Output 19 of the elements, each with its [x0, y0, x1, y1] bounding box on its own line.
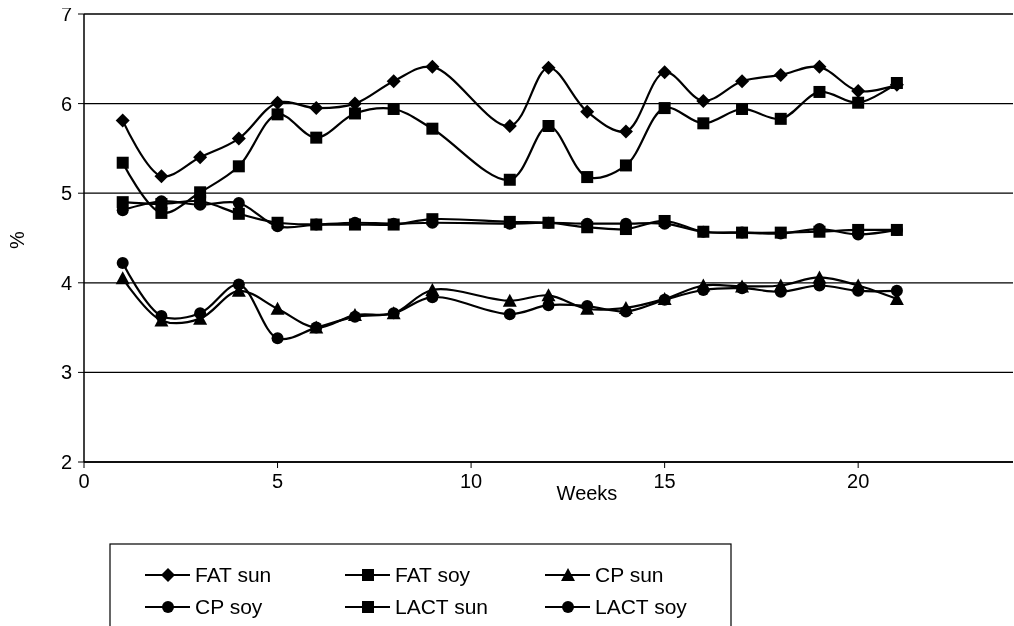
legend-label: LACT sun: [395, 595, 488, 619]
legend-label: FAT soy: [395, 563, 471, 587]
y-tick-label: 4: [60, 271, 72, 294]
y-tick-label: 3: [60, 361, 72, 384]
y-tick-label: 6: [60, 92, 72, 115]
x-tick-label: 5: [271, 470, 284, 492]
y-tick-label: 5: [60, 182, 72, 205]
x-tick-label: 0: [78, 470, 90, 492]
y-tick-label: 7: [60, 3, 72, 25]
legend-label: CP sun: [595, 563, 664, 587]
y-axis-title: %: [6, 230, 28, 249]
legend-label: FAT sun: [195, 563, 272, 587]
y-tick-label: 2: [60, 451, 72, 473]
x-tick-label: 10: [459, 470, 483, 492]
x-axis-title: Weeks: [556, 482, 618, 504]
x-tick-label: 20: [847, 470, 870, 492]
legend-label: LACT soy: [595, 595, 688, 619]
x-tick-label: 15: [653, 470, 676, 492]
legend-label: CP soy: [195, 595, 263, 619]
